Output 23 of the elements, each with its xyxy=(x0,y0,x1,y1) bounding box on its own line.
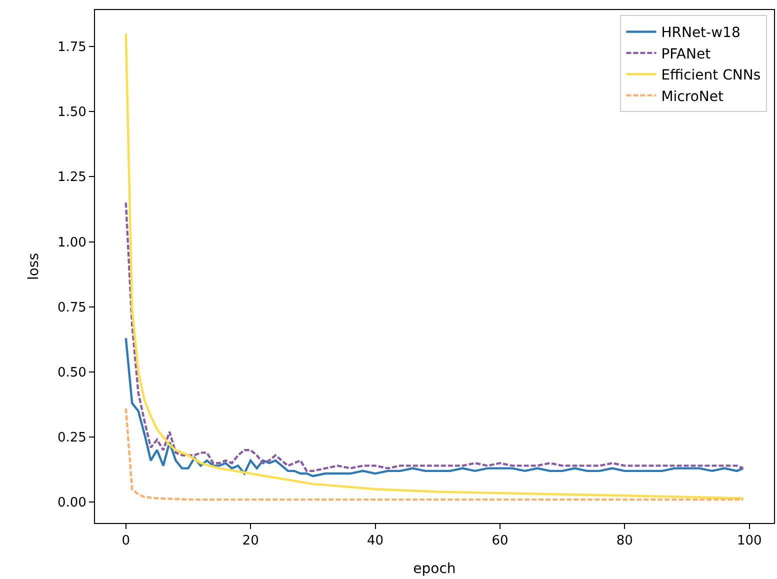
x-axis-title: epoch xyxy=(413,560,456,577)
legend-label: MicroNet xyxy=(661,88,724,105)
y-tick-label: 0.25 xyxy=(57,430,86,446)
legend-label: Efficient CNNs xyxy=(661,68,761,84)
y-tick-label: 1.25 xyxy=(57,170,86,186)
legend-label: PFANet xyxy=(661,46,712,62)
y-tick-label: 0.50 xyxy=(57,366,86,381)
x-tick-label: 40 xyxy=(366,534,384,549)
y-tick-label: 0.00 xyxy=(57,496,86,511)
x-tick-label: 60 xyxy=(492,534,508,549)
line-series xyxy=(124,337,744,478)
y-tick-label: 1.75 xyxy=(57,40,86,56)
legend-label: HRNet-w18 xyxy=(661,25,740,42)
x-tick-label: 100 xyxy=(736,534,762,549)
x-tick-label: 0 xyxy=(122,534,130,549)
x-tick-label: 80 xyxy=(616,534,633,549)
line-series xyxy=(124,407,744,501)
y-tick-label: 1.50 xyxy=(57,105,86,120)
x-tick-label: 20 xyxy=(242,534,259,549)
y-tick-label: 1.00 xyxy=(57,235,86,250)
y-tick-label: 0.75 xyxy=(57,300,86,316)
y-axis-title: loss xyxy=(26,252,42,280)
line-series xyxy=(124,202,744,472)
